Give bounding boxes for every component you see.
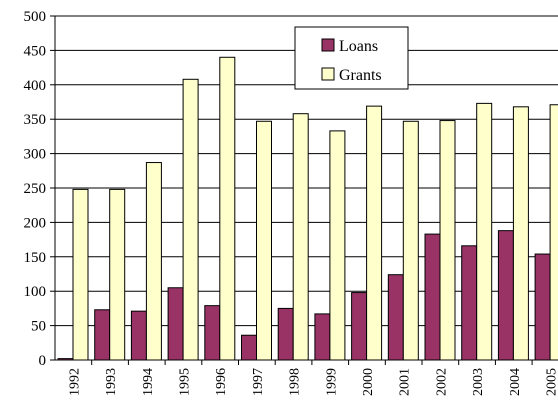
y-tick-label: 450 <box>24 43 47 59</box>
bar-grants-1998 <box>292 113 309 361</box>
x-tick-label: 1995 <box>177 368 192 396</box>
x-tick-marks <box>91 360 533 365</box>
x-tick-label: 1997 <box>251 368 266 396</box>
legend-swatch-grants <box>321 67 335 81</box>
bar-grants-2002 <box>439 120 456 361</box>
x-tick-label: 2002 <box>434 368 449 396</box>
bar-grants-1992 <box>72 188 89 361</box>
y-tick-label: 250 <box>24 181 47 197</box>
bar-loans-1993 <box>94 309 111 361</box>
x-tick-labels: 1992 1993 1994 1995 1996 1997 1998 1999 2000 2001… <box>67 368 558 396</box>
legend-box <box>294 26 409 90</box>
x-tick-label: 1994 <box>141 368 156 396</box>
bar-loans-2004 <box>497 230 514 361</box>
x-tick-label: 1998 <box>288 368 303 396</box>
x-tick-label: 2000 <box>361 368 376 396</box>
y-tick-label: 400 <box>24 78 47 94</box>
y-tick-labels: 0 50 100 150 200 250 300 350 400 450 500 <box>24 9 47 369</box>
bar-loans-1998 <box>277 307 294 361</box>
bar-grants-1997 <box>256 120 272 361</box>
bars <box>57 56 558 361</box>
bar-loans-2003 <box>461 245 478 361</box>
legend-swatch-loans <box>321 38 335 52</box>
x-tick-label: 1992 <box>67 368 82 396</box>
bar-grants-1994 <box>145 162 162 361</box>
bar-grants-1993 <box>109 188 126 361</box>
bar-loans-2005 <box>534 253 551 361</box>
x-tick-label: 2004 <box>508 368 523 396</box>
x-tick-label: 1999 <box>324 368 339 396</box>
y-tick-label: 350 <box>24 112 47 128</box>
bar-grants-2000 <box>366 105 383 361</box>
bar-loans-1994 <box>130 310 147 361</box>
x-tick-label: 2003 <box>471 368 486 396</box>
legend: Loans Grants <box>294 26 409 90</box>
bar-loans-1995 <box>167 287 184 361</box>
x-tick-label: 1993 <box>104 368 119 396</box>
legend-label-grants: Grants <box>339 67 382 84</box>
bar-grants-2003 <box>476 102 493 361</box>
legend-label-loans: Loans <box>339 38 378 55</box>
y-tick-label: 500 <box>24 9 47 25</box>
bar-loans-1996 <box>204 305 221 361</box>
x-tick-label: 1996 <box>214 368 229 396</box>
y-tick-label: 150 <box>24 250 47 266</box>
x-tick-label: 2001 <box>398 368 413 396</box>
bar-loans-2001 <box>387 274 404 361</box>
y-tick-label: 0 <box>39 353 47 369</box>
y-tick-label: 100 <box>24 284 47 300</box>
y-tick-label: 50 <box>31 319 46 335</box>
bar-grants-2005 <box>549 104 558 361</box>
bar-grants-1999 <box>329 130 346 361</box>
y-tick-label: 300 <box>24 147 47 163</box>
bar-loans-2000 <box>351 292 368 361</box>
bar-loans-1999 <box>314 313 331 361</box>
bar-grants-1995 <box>182 78 199 361</box>
bar-grants-1996 <box>219 56 236 361</box>
y-tick-marks <box>50 15 55 361</box>
bar-loans-1997 <box>241 334 257 361</box>
bar-loans-2002 <box>424 233 441 361</box>
x-tick-label: 2005 <box>544 368 558 396</box>
y-tick-label: 200 <box>24 215 47 231</box>
bar-grants-2004 <box>512 106 529 361</box>
bar-grants-2001 <box>402 120 419 361</box>
